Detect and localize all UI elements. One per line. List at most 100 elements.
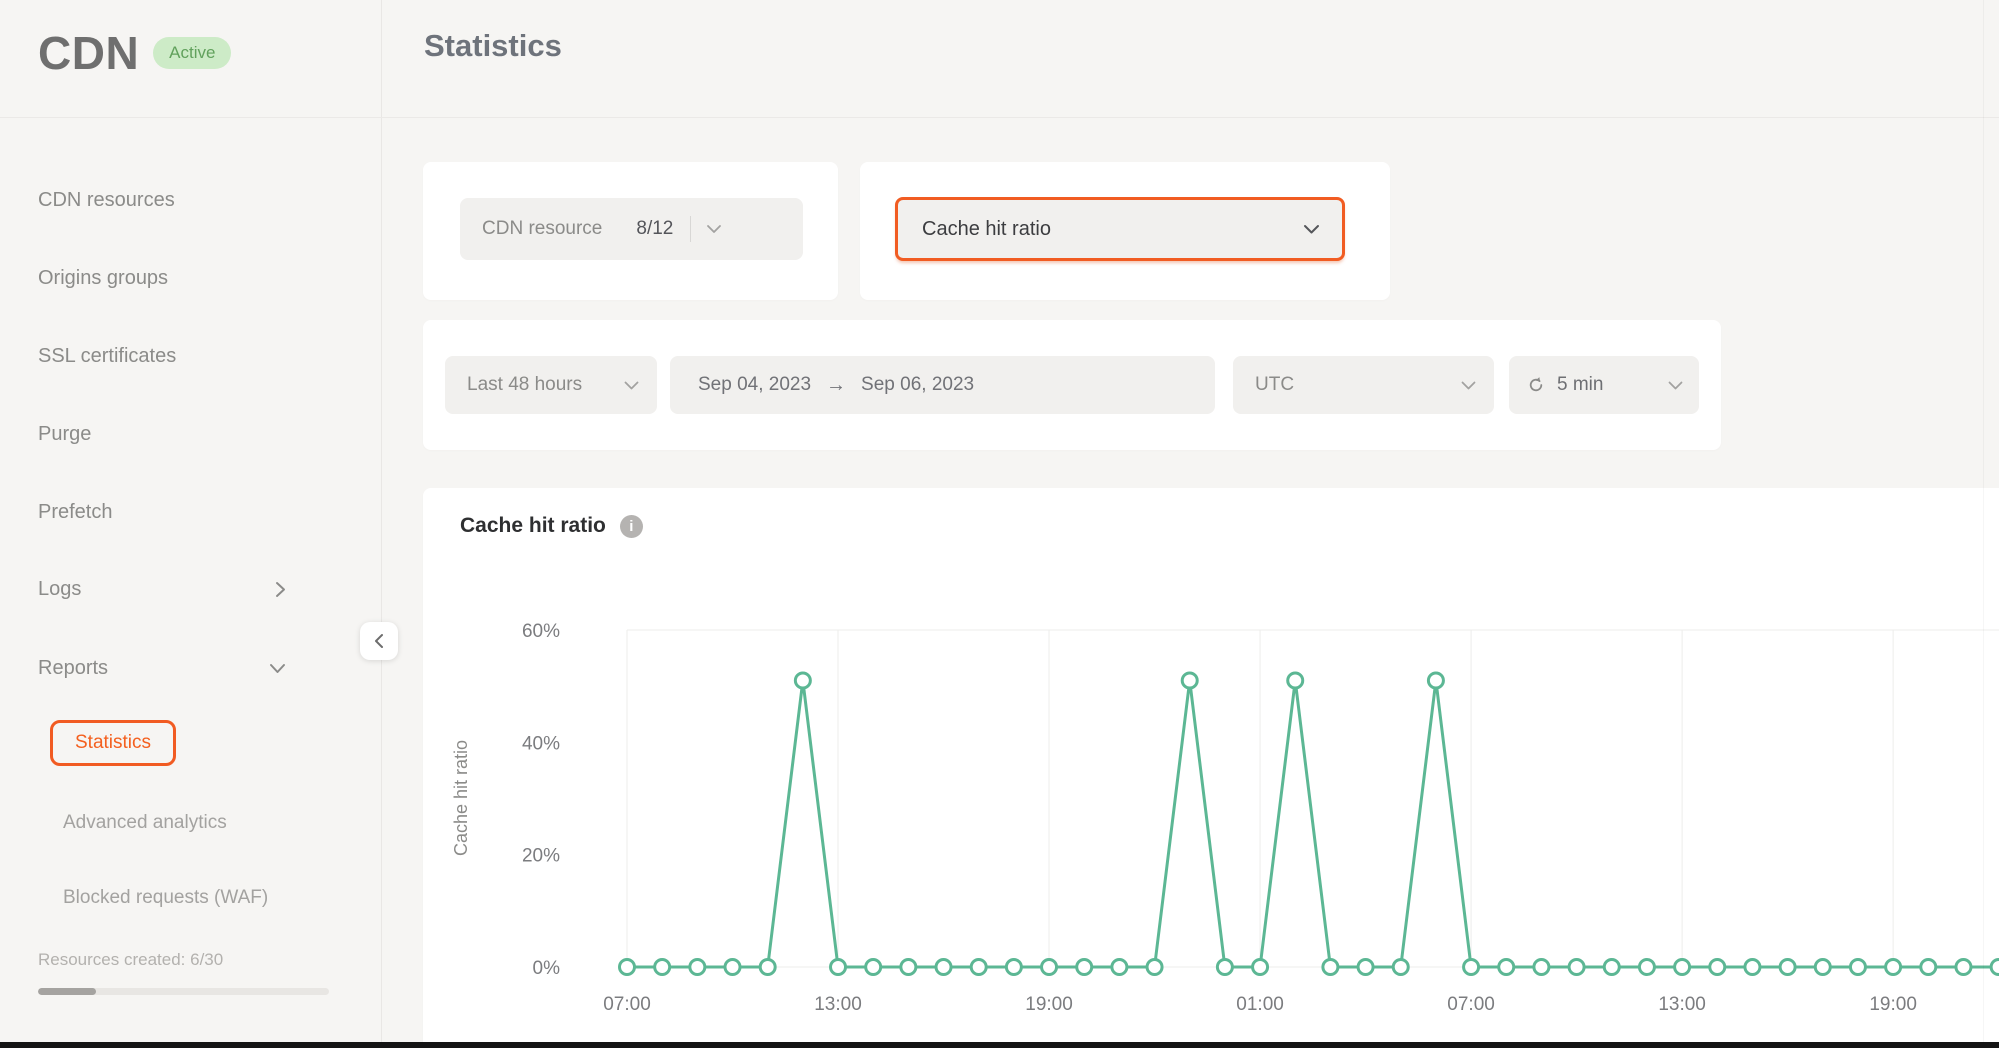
cdn-resource-select-value: 8/12 xyxy=(636,218,674,239)
sidebar-item-purge[interactable]: Purge xyxy=(38,419,338,449)
resources-progress-fill xyxy=(38,988,97,995)
sidebar-item-prefetch[interactable]: Prefetch xyxy=(38,497,338,527)
metric-select[interactable]: Cache hit ratio xyxy=(895,197,1345,261)
sidebar-item-ssl-certificates[interactable]: SSL certificates xyxy=(38,341,338,371)
arrow-right-icon: → xyxy=(826,373,847,396)
sidebar-item-cdn-resources[interactable]: CDN resources xyxy=(38,185,338,215)
data-point xyxy=(1391,958,1410,976)
metric-select-value: Cache hit ratio xyxy=(922,217,1051,240)
chevron-right-icon xyxy=(275,581,286,598)
chevron-down-icon xyxy=(706,224,722,234)
data-point xyxy=(1602,958,1621,976)
data-point xyxy=(1673,958,1692,976)
refresh-interval-select[interactable]: 5 min xyxy=(1509,356,1699,414)
sidebar-collapse-button[interactable] xyxy=(360,622,398,660)
chevron-down-icon xyxy=(1461,381,1476,390)
header-divider xyxy=(0,117,1999,118)
data-point xyxy=(1462,958,1481,976)
brand: CDN Active xyxy=(38,26,232,80)
chevron-down-icon xyxy=(269,663,286,674)
x-tick-label: 13:00 xyxy=(1658,994,1706,1015)
refresh-interval-value: 5 min xyxy=(1557,374,1604,395)
sidebar-item-label: SSL certificates xyxy=(38,344,177,367)
x-tick-label: 01:00 xyxy=(1236,994,1284,1015)
data-point xyxy=(758,958,777,976)
date-range-picker[interactable]: Sep 04, 2023 → Sep 06, 2023 xyxy=(670,356,1215,414)
sidebar-item-label: Purge xyxy=(38,422,92,445)
sidebar-item-label: Origins groups xyxy=(38,266,169,289)
data-point xyxy=(899,958,918,976)
data-point xyxy=(688,958,707,976)
data-point xyxy=(1637,958,1656,976)
data-point xyxy=(653,958,672,976)
data-point xyxy=(1532,958,1551,976)
brand-logo: CDN xyxy=(38,27,140,79)
data-point xyxy=(1884,958,1903,976)
data-point xyxy=(969,958,988,976)
data-point xyxy=(829,958,848,976)
series-line xyxy=(627,679,1999,969)
sidebar-item-logs[interactable]: Logs xyxy=(38,574,338,604)
y-axis-label: Cache hit ratio xyxy=(451,740,471,856)
data-point xyxy=(1075,958,1094,976)
period-select[interactable]: Last 48 hours xyxy=(445,356,657,414)
data-point xyxy=(1286,671,1305,690)
cdn-resource-select-label: CDN resource xyxy=(482,218,603,239)
refresh-icon xyxy=(1527,376,1545,394)
resources-progress-bar xyxy=(38,988,329,995)
data-point xyxy=(1004,958,1023,976)
data-point xyxy=(1145,958,1164,976)
x-tick-label: 07:00 xyxy=(603,994,651,1015)
data-point xyxy=(1180,671,1199,690)
period-select-value: Last 48 hours xyxy=(467,374,583,395)
cdn-resource-select[interactable]: CDN resource 8/12 xyxy=(460,198,803,260)
cache-hit-ratio-chart: 07:00 13:00 19:00 01:00 07:00 13:00 19:00 0% 20%… xyxy=(451,621,1999,1015)
y-tick-label: 60% xyxy=(522,621,560,642)
chevron-left-icon xyxy=(374,633,384,649)
page-title: Statistics xyxy=(424,28,562,63)
data-point xyxy=(1708,958,1727,976)
info-icon[interactable]: i xyxy=(619,514,643,538)
sidebar-item-label: CDN resources xyxy=(38,188,175,211)
chevron-down-icon xyxy=(1303,224,1320,235)
data-point xyxy=(934,958,953,976)
status-badge: Active xyxy=(153,37,232,69)
data-point xyxy=(1813,958,1832,976)
x-tick-label: 07:00 xyxy=(1447,994,1495,1015)
data-point xyxy=(1778,958,1797,976)
time-filter-card: Last 48 hours Sep 04, 2023 → Sep 06, 202… xyxy=(423,320,1721,450)
sidebar-item-statistics[interactable]: Statistics xyxy=(50,720,177,766)
data-point xyxy=(1251,958,1270,976)
data-point xyxy=(1989,958,1999,976)
scrollbar-gutter xyxy=(1983,0,1984,1042)
data-point xyxy=(1497,958,1516,976)
data-point xyxy=(1743,958,1762,976)
chart-title: Cache hit ratio xyxy=(460,514,606,537)
y-tick-label: 20% xyxy=(522,846,560,867)
sidebar-item-label: Reports xyxy=(38,656,109,679)
sidebar-item-reports[interactable]: Reports xyxy=(38,653,338,683)
cdn-resource-filter-card: CDN resource 8/12 xyxy=(423,162,838,300)
timezone-select[interactable]: UTC xyxy=(1233,356,1494,414)
window-edge xyxy=(0,1042,1999,1048)
x-tick-label: 13:00 xyxy=(814,994,862,1015)
y-tick-label: 40% xyxy=(522,733,560,754)
data-point xyxy=(1356,958,1375,976)
chart-card: Cache hit ratio i 07:00 13:00 19:00 01:00 07… xyxy=(423,488,1999,1048)
sidebar: CDN Active CDN resources Origins groups … xyxy=(0,0,382,1042)
data-point xyxy=(793,671,812,690)
data-point xyxy=(1848,958,1867,976)
sidebar-item-origins-groups[interactable]: Origins groups xyxy=(38,263,338,293)
chevron-down-icon xyxy=(1668,381,1683,390)
data-point xyxy=(1215,958,1234,976)
x-tick-label: 19:00 xyxy=(1025,994,1073,1015)
resources-created-label: Resources created: 6/30 xyxy=(38,950,224,969)
data-point xyxy=(618,958,636,976)
data-point xyxy=(1110,958,1129,976)
chevron-down-icon xyxy=(624,381,639,390)
sidebar-item-blocked-requests[interactable]: Blocked requests (WAF) xyxy=(63,887,269,908)
sidebar-item-advanced-analytics[interactable]: Advanced analytics xyxy=(63,812,227,833)
data-point xyxy=(1919,958,1938,976)
date-to: Sep 06, 2023 xyxy=(861,374,975,395)
